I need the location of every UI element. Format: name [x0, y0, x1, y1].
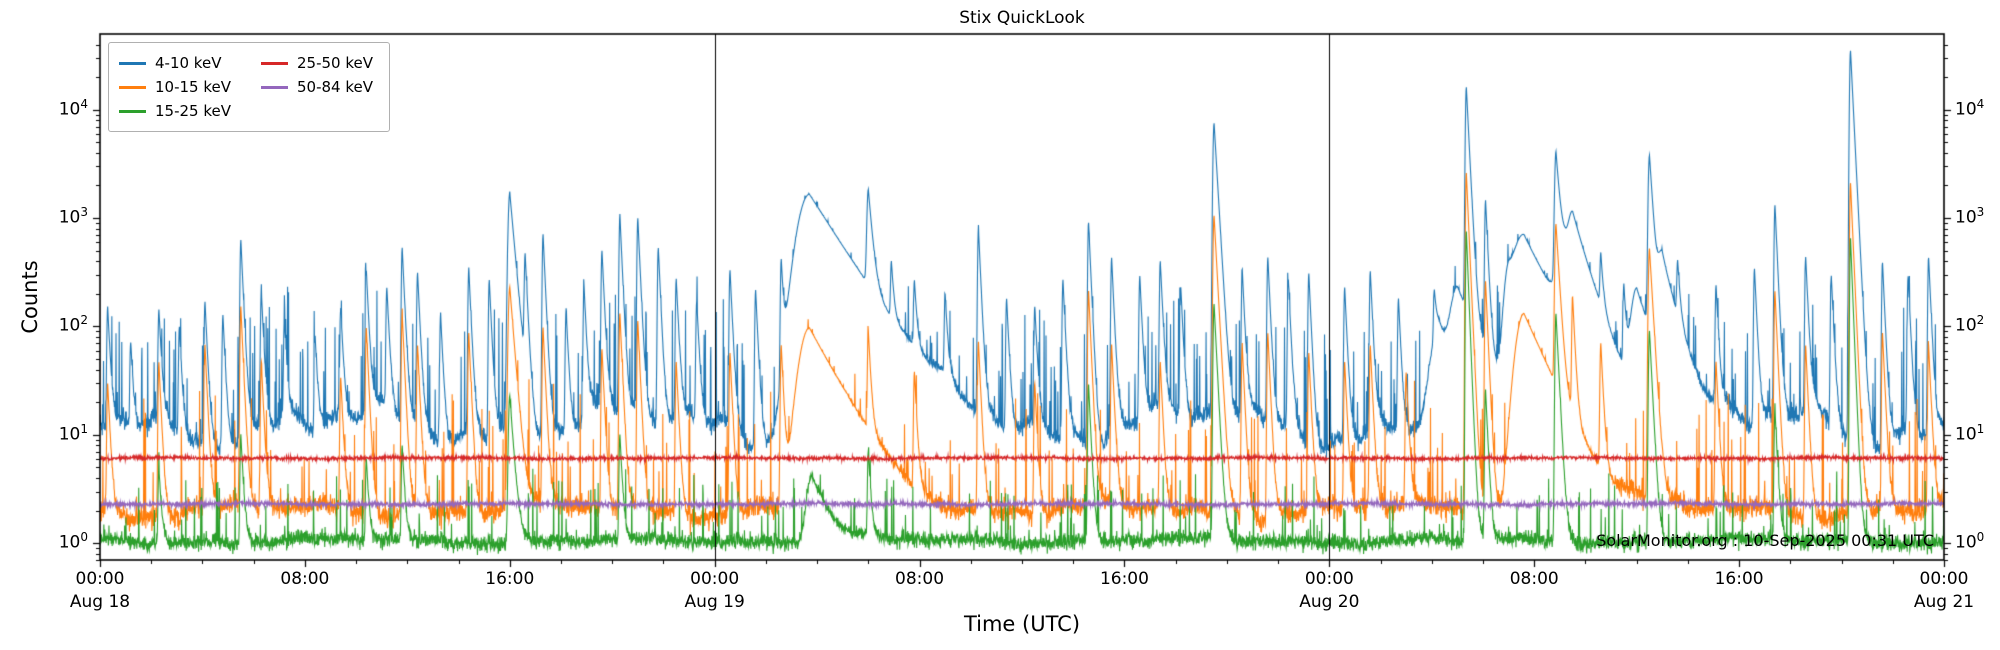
y-tick-label: 104 — [58, 96, 88, 120]
legend-label: 50-84 keV — [297, 78, 373, 96]
x-tick-label: 08:00 — [280, 569, 330, 589]
x-tick-label: 08:00 — [1509, 569, 1559, 589]
x-date-label: Aug 18 — [69, 592, 131, 612]
x-tick-label: 16:00 — [485, 569, 535, 589]
x-tick-label: 00:00 — [1304, 569, 1354, 589]
legend-item-15-25kev: 15-25 keV — [119, 99, 231, 123]
legend-column-1: 4-10 keV 10-15 keV 15-25 keV — [119, 51, 231, 123]
legend-item-25-50kev: 25-50 keV — [261, 51, 373, 75]
y-tick-label-right: 100 — [1955, 530, 1985, 553]
y-tick-label-right: 102 — [1955, 313, 1985, 337]
y-tick-label: 100 — [58, 530, 88, 553]
line-swatch-icon — [261, 61, 288, 65]
legend: 4-10 keV 10-15 keV 15-25 keV 25-50 keV 5… — [108, 42, 390, 132]
x-axis-label: Time (UTC) — [963, 612, 1081, 636]
legend-item-10-15kev: 10-15 keV — [119, 75, 231, 99]
legend-column-2: 25-50 keV 50-84 keV — [261, 51, 373, 99]
x-tick-label: 00:00 — [690, 569, 740, 589]
legend-label: 4-10 keV — [155, 54, 222, 72]
page-title: Stix QuickLook — [959, 8, 1085, 28]
y-tick-label-right: 103 — [1955, 205, 1985, 228]
x-tick-label: 00:00 — [75, 569, 125, 589]
legend-item-4-10kev: 4-10 keV — [119, 51, 231, 75]
x-tick-label: 16:00 — [1714, 569, 1764, 589]
x-tick-label: 00:00 — [1919, 569, 1969, 589]
y-tick-label: 103 — [58, 205, 88, 228]
y-tick-label: 101 — [58, 421, 88, 445]
x-date-label: Aug 19 — [684, 592, 745, 612]
y-tick-label: 102 — [58, 313, 88, 337]
line-swatch-icon — [261, 85, 288, 89]
legend-label: 15-25 keV — [155, 102, 231, 120]
legend-label: 10-15 keV — [155, 78, 231, 96]
watermark-text: SolarMonitor.org : 10-Sep-2025 00:31 UTC — [1596, 531, 1934, 550]
line-swatch-icon — [119, 85, 146, 89]
x-date-label: Aug 21 — [1913, 592, 1975, 612]
x-tick-label: 16:00 — [1099, 569, 1149, 589]
x-date-label: Aug 20 — [1299, 592, 1360, 612]
legend-label: 25-50 keV — [297, 54, 373, 72]
line-swatch-icon — [119, 61, 146, 65]
x-tick-label: 08:00 — [895, 569, 945, 589]
legend-item-50-84kev: 50-84 keV — [261, 75, 373, 99]
y-tick-label-right: 101 — [1955, 421, 1985, 445]
y-tick-label-right: 104 — [1955, 96, 1985, 120]
line-swatch-icon — [119, 109, 146, 113]
